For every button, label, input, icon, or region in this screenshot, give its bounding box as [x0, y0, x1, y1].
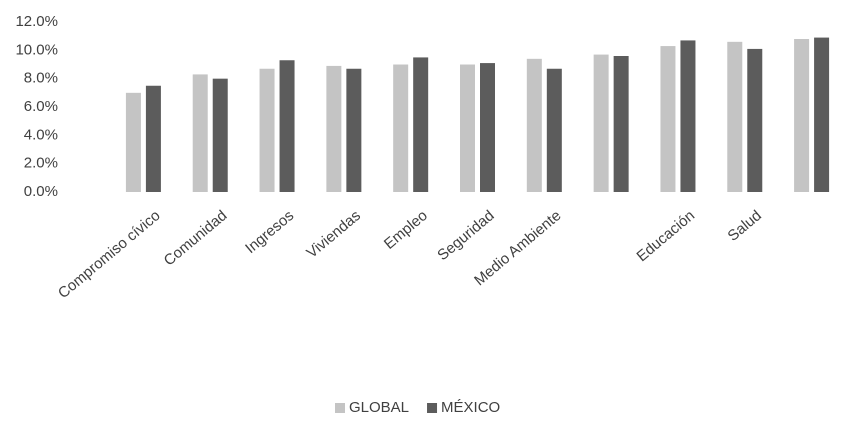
bar	[613, 56, 629, 192]
x-tick-label: Comunidad	[161, 207, 231, 269]
x-tick-label: Salud	[725, 207, 765, 245]
x-tick-label: Empleo	[381, 207, 431, 253]
bar	[680, 40, 696, 192]
bar	[393, 64, 409, 192]
bar	[460, 64, 475, 192]
y-tick-label: 2.0%	[24, 155, 58, 172]
bar	[660, 46, 676, 193]
bar	[593, 54, 609, 193]
bar	[480, 63, 495, 193]
legend-swatch	[427, 403, 438, 413]
bar	[145, 85, 161, 192]
bar	[346, 68, 362, 192]
bar	[747, 48, 763, 192]
y-tick-label: 8.0%	[24, 70, 58, 87]
legend-label: GLOBAL	[349, 399, 409, 416]
bar	[212, 78, 228, 192]
x-tick-label: Compromiso cívico	[55, 207, 164, 302]
x-tick-label: Educación	[633, 207, 698, 265]
bar	[814, 37, 830, 193]
legend-swatch	[335, 403, 345, 413]
y-tick-label: 0.0%	[24, 183, 58, 200]
bar	[413, 57, 429, 192]
bar	[794, 39, 810, 192]
bar	[727, 41, 743, 193]
bar	[192, 74, 208, 192]
y-tick-label: 4.0%	[24, 126, 58, 143]
x-tick-label: Viviendas	[303, 207, 364, 262]
legend-label: MÉXICO	[441, 399, 500, 416]
x-tick-label: Seguridad	[434, 207, 497, 264]
bar	[326, 65, 342, 192]
bar	[526, 58, 542, 193]
bar	[546, 68, 562, 192]
bar	[259, 68, 275, 192]
y-tick-label: 12.0%	[15, 13, 58, 30]
bar	[279, 60, 295, 192]
y-tick-label: 10.0%	[15, 41, 58, 58]
bar	[125, 92, 141, 192]
y-tick-label: 6.0%	[24, 98, 58, 115]
x-tick-label: Ingresos	[242, 207, 297, 257]
